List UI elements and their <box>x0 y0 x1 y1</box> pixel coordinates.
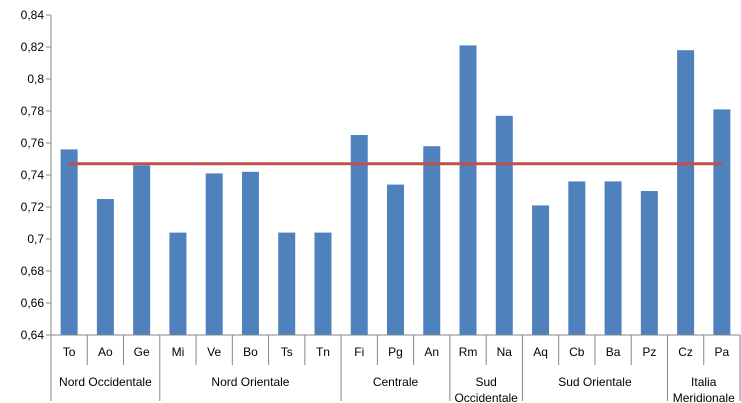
y-axis: 0,64 0,66 0,68 0,7 0,72 0,74 0,76 0,78 0,8 0,82 0,… <box>21 8 52 342</box>
bar-cz <box>677 50 695 335</box>
y-tick-label: 0,76 <box>21 136 45 150</box>
x-tick-label: Pg <box>388 345 403 359</box>
bar-fi <box>350 135 368 335</box>
x-tick-label: Rm <box>459 345 478 359</box>
x-tick-label: An <box>424 345 439 359</box>
x-tick-label: Na <box>497 345 513 359</box>
y-tick-label: 0,84 <box>21 8 45 22</box>
bar-bo <box>241 171 259 335</box>
y-tick-label: 0,7 <box>27 232 44 246</box>
bar-ao <box>96 199 114 335</box>
x-group-label: Sud <box>475 375 496 389</box>
x-tick-label: Fi <box>354 345 364 359</box>
bar-pz <box>640 191 658 335</box>
x-group-label: Meridionale <box>673 391 735 403</box>
bar-tn <box>314 232 332 335</box>
x-tick-label: To <box>63 345 76 359</box>
y-tick-label: 0,72 <box>21 200 45 214</box>
x-group-label: Nord Orientale <box>211 375 289 389</box>
x-tick-label: Ts <box>281 345 293 359</box>
x-tick-label: Ao <box>98 345 113 359</box>
y-tick-label: 0,78 <box>21 104 45 118</box>
x-tick-label: Tn <box>316 345 330 359</box>
x-tick-label: Cz <box>678 345 693 359</box>
bar-pg <box>387 184 404 335</box>
x-tick-label: Ve <box>207 345 221 359</box>
bar-rm <box>459 45 477 336</box>
y-tick-label: 0,82 <box>21 40 45 54</box>
y-tick-label: 0,66 <box>21 296 45 310</box>
x-tick-label: Pa <box>715 345 730 359</box>
bars <box>60 45 731 336</box>
x-axis: To Ao Ge Mi Ve Bo Ts Tn Fi Pg An Rm Na Aq Cb Ba Pz Cz Pa No… <box>50 334 741 403</box>
x-group-label: Italia <box>691 375 717 389</box>
x-tick-label: Ba <box>606 345 621 359</box>
x-tick-label: Aq <box>533 345 548 359</box>
bar-to <box>60 149 78 335</box>
x-tick-label: Mi <box>172 345 185 359</box>
bar-mi <box>169 232 187 335</box>
bar-cb <box>568 181 586 335</box>
x-tick-label: Cb <box>569 345 585 359</box>
x-group-label: Nord Occidentale <box>59 375 152 389</box>
bar-ts <box>278 232 296 335</box>
x-tick-label: Bo <box>243 345 258 359</box>
x-group-label: Centrale <box>373 375 419 389</box>
bar-ve <box>205 173 223 335</box>
bar-ge <box>133 165 151 335</box>
x-tick-label: Pz <box>642 345 656 359</box>
y-tick-label: 0,74 <box>21 168 45 182</box>
x-tick-label: Ge <box>134 345 150 359</box>
y-tick-label: 0,68 <box>21 264 45 278</box>
x-group-label: Occidentale <box>454 391 518 403</box>
bar-an <box>423 146 441 335</box>
x-group-label: Sud Orientale <box>558 375 632 389</box>
bar-ba <box>604 181 622 335</box>
y-tick-label: 0,64 <box>21 328 45 342</box>
bar-na <box>495 115 513 335</box>
bar-aq <box>532 205 550 335</box>
bar-pa <box>713 109 731 336</box>
y-tick-label: 0,8 <box>27 72 44 86</box>
